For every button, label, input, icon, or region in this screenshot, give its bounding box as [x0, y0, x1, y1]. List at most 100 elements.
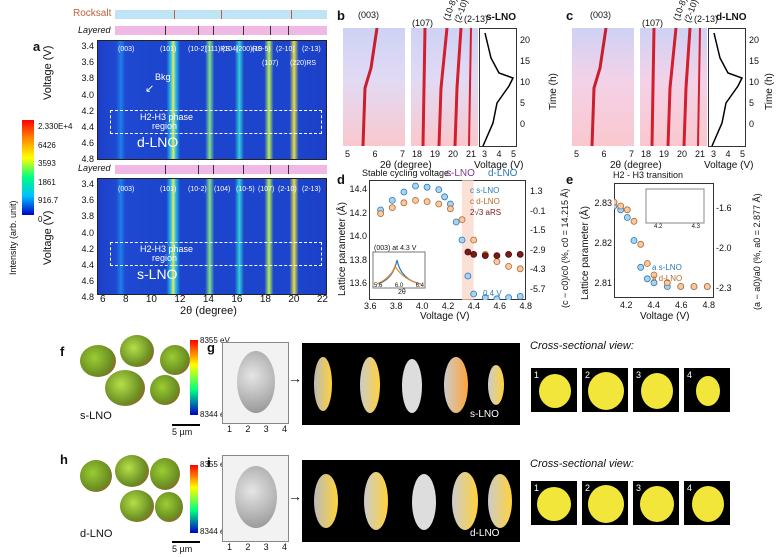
h2h3-label-top-2: region — [152, 121, 178, 131]
layered-tick — [243, 165, 244, 174]
peak-label: (2-10) — [278, 186, 297, 193]
cross-section-i-4: 4 — [684, 481, 730, 525]
panel-label-f: f — [60, 344, 65, 359]
inset-xticks-d: 5.6 6.0 6.4 — [374, 283, 424, 289]
slice-render — [364, 472, 388, 530]
peak-label: (10-2) — [188, 46, 207, 53]
h2h3-region-box-bottom — [110, 242, 322, 266]
cross-section-g-2: 2 — [582, 368, 628, 412]
cross-section-i-3: 3 — [633, 481, 679, 525]
layered-tick — [213, 26, 214, 35]
data-point — [690, 283, 698, 290]
chart-e-inset — [645, 188, 705, 224]
peak-label: (003) — [118, 46, 135, 53]
voltage-curve-d-lno — [708, 28, 746, 147]
layered-bar — [115, 26, 327, 35]
particle-blob — [150, 375, 180, 405]
bkg-label: Bkg — [155, 72, 171, 82]
cross-section-g-4: 4 — [684, 368, 730, 412]
x-ticks-e: 4.2 4.4 4.6 4.8 — [620, 300, 715, 310]
y-axis-label-d: Lattice parameter (Å) — [337, 202, 348, 296]
d-lno-label: d-LNO — [137, 134, 179, 150]
data-point — [377, 210, 385, 217]
cs-title-i: Cross-sectional view: — [530, 458, 634, 470]
panel-label-i: i — [207, 455, 211, 470]
particle-blob — [155, 492, 183, 522]
time-ticks-b: 20 15 10 5 0 — [520, 35, 531, 129]
data-point — [505, 251, 513, 258]
colorbar-label: Intensity (arb. unit) — [8, 200, 18, 275]
inset-xlabel-d: 2θ — [398, 289, 406, 296]
data-point — [643, 275, 651, 283]
y-ticks-e: 2.83 2.82 2.81 — [594, 198, 612, 288]
data-point — [505, 263, 513, 270]
peak-label: (2-13) — [694, 14, 719, 24]
s-lno-label: s-LNO — [137, 266, 178, 282]
data-point — [493, 252, 501, 259]
legend-item-2r3a: 2√3 aRS — [470, 208, 502, 217]
legend-item-c-s-lno: c s-LNO — [470, 186, 500, 195]
colorbar-f — [190, 340, 198, 415]
data-point — [493, 258, 501, 265]
panel-label-c: c — [566, 8, 574, 23]
data-point — [493, 295, 501, 300]
x-axis-label-c: 2θ (degree) — [610, 160, 662, 171]
scale-bar-h — [172, 541, 200, 543]
peak-label: (107) — [258, 186, 275, 193]
slice-render — [488, 474, 512, 528]
particle-blob — [120, 490, 154, 522]
scale-bar-f — [172, 424, 200, 426]
slice-render — [488, 365, 504, 405]
panel-label-h: h — [60, 452, 68, 467]
peak-label: (107) — [262, 60, 279, 67]
panel-label-e: e — [566, 172, 574, 187]
peak-label: (10-2) — [188, 186, 207, 193]
data-point — [423, 183, 431, 191]
layered-tick — [198, 165, 199, 174]
data-point — [452, 218, 460, 226]
h2h3-label-bottom-2: region — [152, 253, 178, 263]
data-point — [423, 198, 431, 206]
data-point — [458, 216, 466, 223]
rocksalt-tick — [174, 10, 175, 19]
data-point — [643, 260, 651, 267]
slice-render — [314, 357, 332, 411]
peak-label: (2-13) — [302, 186, 321, 193]
y2-axis-label-e: (a − a0)/a0 (%, a0 = 2.877 Å) — [752, 193, 762, 310]
data-point — [623, 206, 631, 214]
energy-top-h: 8355 eV — [200, 460, 230, 469]
x-ticks-a: 6 8 10 12 14 16 18 20 22 — [100, 294, 328, 305]
y-axis-label-e: Lattice parameter (Å) — [580, 206, 591, 300]
rocksalt-tick — [291, 10, 292, 19]
cross-section-g-1: 1 — [531, 368, 577, 412]
colorbar — [22, 120, 34, 215]
data-point — [470, 236, 478, 244]
slice-render — [402, 359, 422, 413]
layered-tick — [213, 165, 214, 174]
colorbar-ticks: 2.330E+4 6426 3593 1861 916.7 0 — [38, 122, 73, 224]
h2h3-label-top: H2-H3 phase — [140, 112, 194, 122]
h2h3-label-bottom: H2-H3 phase — [140, 244, 194, 254]
layered-tick — [165, 26, 166, 35]
peak-label: (107) — [642, 18, 664, 28]
layered-tick — [243, 26, 244, 35]
h2h3-region-box-top — [110, 110, 322, 134]
bkg-arrow-icon: ↙ — [145, 83, 155, 95]
waterfall-s-lno — [343, 28, 478, 147]
arrow-icon-i: → — [288, 488, 302, 504]
data-point — [637, 240, 645, 248]
voltage-label-b: Voltage (V) — [474, 160, 524, 171]
particle-blob — [150, 458, 180, 490]
panel-label-b: b — [337, 8, 345, 23]
slices-strip-i: d-LNO — [302, 460, 520, 542]
data-point — [400, 188, 408, 196]
layered-tick — [270, 165, 271, 174]
y-axis-label-bottom: Voltage (V) — [42, 210, 54, 265]
peak-label: (107) — [412, 18, 434, 28]
waterfall-d-lno — [572, 28, 707, 147]
y-ticks-bottom: 3.4 3.6 3.8 4.0 4.2 4.4 4.6 4.8 — [81, 179, 94, 303]
cs-title-g: Cross-sectional view: — [530, 340, 634, 352]
